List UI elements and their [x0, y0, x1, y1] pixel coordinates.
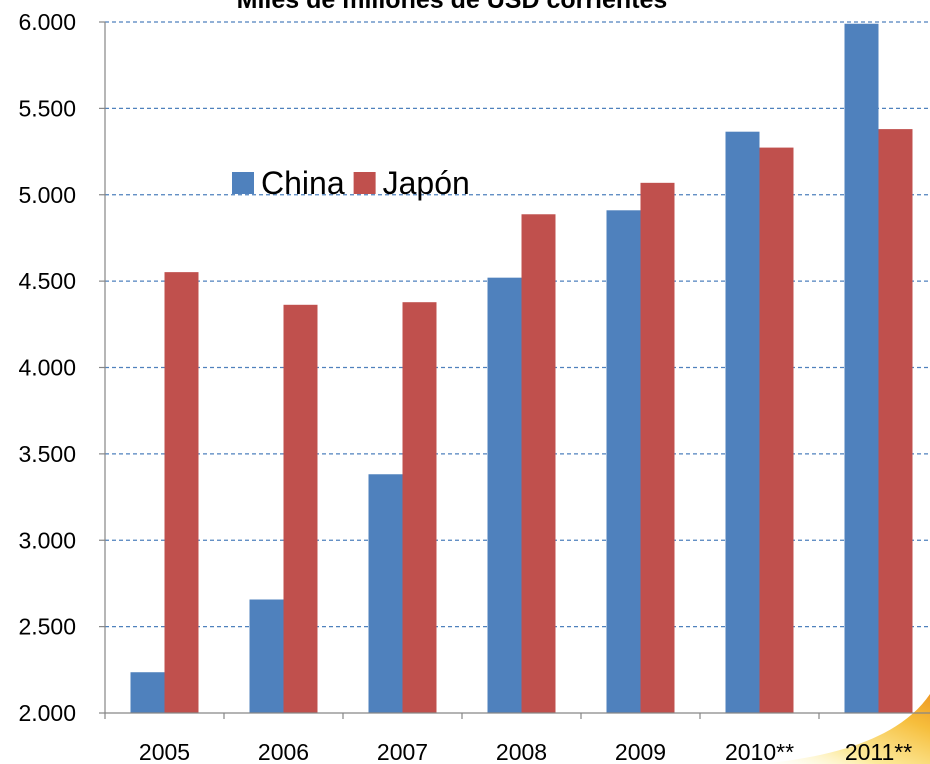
- x-tick-label: 2011**: [845, 739, 912, 764]
- bar-china-2007: [368, 474, 403, 713]
- x-tick-labels: 2005 2006 2007 2008 2009 2010** 2011**: [139, 739, 912, 764]
- x-tick-label: 2005: [139, 739, 190, 764]
- x-tick-label: 2009: [615, 739, 666, 764]
- x-tick-label: 2007: [377, 739, 428, 764]
- bar-japon-2009: [640, 182, 675, 713]
- bar-japon-2007: [402, 302, 437, 713]
- legend: China Japón: [232, 165, 470, 201]
- axes: [99, 21, 930, 719]
- bar-china-2009: [606, 210, 641, 714]
- y-tick-label: 5.000: [18, 182, 76, 208]
- x-tick-label: 2010**: [725, 739, 794, 764]
- bar-china-2010: [725, 131, 760, 714]
- legend-label-japon: Japón: [383, 165, 470, 201]
- y-tick-labels: 2.000 2.500 3.000 3.500 4.000 4.500 5.000 5.500…: [18, 9, 76, 726]
- bar-china-2008: [487, 277, 522, 713]
- y-tick-label: 2.000: [18, 700, 76, 726]
- bar-china-2005: [130, 672, 165, 713]
- bar-japon-2010: [759, 147, 794, 714]
- y-tick-label: 5.500: [18, 95, 76, 121]
- bar-japon-2011: [878, 129, 913, 714]
- x-tick-label: 2008: [496, 739, 547, 764]
- legend-swatch-china: [232, 172, 254, 194]
- x-tick-label: 2006: [258, 739, 309, 764]
- bar-japon-2006: [283, 304, 318, 713]
- bar-japon-2008: [521, 214, 556, 713]
- y-tick-label: 4.000: [18, 355, 76, 381]
- legend-label-china: China: [261, 165, 345, 201]
- bar-china-2011: [844, 23, 879, 714]
- bar-china-2006: [249, 599, 284, 713]
- bar-japon-2005: [164, 272, 199, 713]
- chart-title: Miles de millones de USD corrientes: [237, 0, 668, 14]
- y-tick-label: 3.500: [18, 441, 76, 467]
- y-tick-label: 6.000: [18, 9, 76, 35]
- y-tick-label: 2.500: [18, 614, 76, 640]
- y-tick-label: 4.500: [18, 268, 76, 294]
- bars: [130, 23, 913, 714]
- background-swoosh: [760, 694, 930, 764]
- legend-swatch-japon: [353, 172, 376, 194]
- y-tick-label: 3.000: [18, 527, 76, 553]
